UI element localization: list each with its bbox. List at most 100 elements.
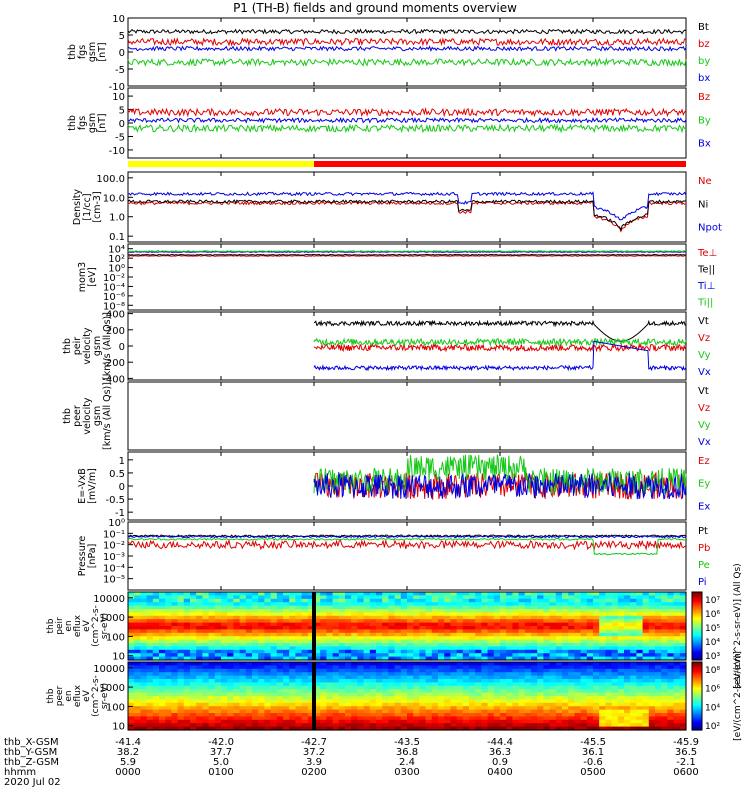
- spectrogram-cell: [431, 592, 439, 596]
- spectrogram-cell: [549, 609, 557, 613]
- spectrogram-cell: [636, 592, 644, 596]
- spectrogram-cell: [475, 646, 482, 651]
- spectrogram-cell: [338, 649, 346, 654]
- y-tick-label: -400: [102, 374, 125, 385]
- spectrogram-cell: [431, 692, 439, 697]
- spectrogram-cell: [252, 685, 259, 690]
- spectrogram-cell: [531, 592, 538, 596]
- spectrogram-cell: [524, 685, 532, 690]
- spectrogram-cell: [295, 709, 303, 714]
- spectrogram-cell: [407, 632, 414, 637]
- y-tick-label: 10⁻²: [103, 273, 125, 284]
- spectrogram-cell: [183, 622, 191, 627]
- spectrogram-cell: [462, 702, 470, 707]
- colorbar-step: [692, 610, 702, 613]
- spectrogram-cell: [469, 702, 476, 707]
- spectrogram-cell: [376, 709, 383, 714]
- spectrogram-cell: [338, 679, 346, 683]
- spectrogram-cell: [264, 619, 272, 624]
- spectrogram-cell: [413, 626, 420, 630]
- spectrogram-cell: [301, 615, 309, 620]
- spectrogram-cell: [456, 662, 464, 666]
- spectrogram-cell: [134, 689, 141, 694]
- spectrogram-cell: [450, 649, 458, 654]
- spectrogram-cell: [673, 702, 681, 707]
- y-axis-label: eV: [82, 619, 92, 632]
- spectrogram-cell: [469, 595, 476, 600]
- spectrogram-cell: [475, 649, 482, 654]
- spectrogram-cell: [183, 699, 191, 704]
- colorbar-frame: [691, 661, 703, 731]
- spectrogram-cell: [221, 719, 228, 724]
- spectrogram-cell: [382, 726, 389, 731]
- colorbar-step: [692, 607, 702, 610]
- spectrogram-cell: [549, 605, 557, 610]
- spectrogram-cell: [202, 622, 210, 627]
- spectrogram-cell: [506, 592, 513, 596]
- spectrogram-cell: [481, 685, 489, 690]
- spectrogram-cell: [177, 619, 185, 624]
- spectrogram-cell: [512, 702, 520, 707]
- spectrogram-cell: [363, 699, 371, 704]
- spectrogram-cell: [599, 692, 606, 697]
- spectrogram-cell: [332, 696, 340, 700]
- spectrogram-cell: [363, 675, 371, 680]
- spectrogram-cell: [289, 649, 296, 654]
- spectrogram-cell: [258, 619, 265, 624]
- spectrogram-cell: [438, 592, 445, 596]
- spectrogram-cell: [320, 602, 327, 607]
- spectrogram-cell: [196, 726, 203, 731]
- spectrogram-cell: [586, 675, 594, 680]
- spectrogram-cell: [208, 653, 216, 658]
- spectrogram-cell: [611, 699, 619, 704]
- spectrogram-cell: [276, 709, 284, 714]
- spectrogram-cell: [605, 692, 613, 697]
- spectrogram-cell: [338, 605, 346, 610]
- spectrogram-cell: [214, 609, 222, 613]
- spectrogram-cell: [524, 709, 532, 714]
- spectrogram-cell: [518, 662, 526, 666]
- spectrogram-cell: [661, 598, 668, 603]
- spectrogram-cell: [252, 668, 259, 673]
- spectrogram-cell: [593, 699, 600, 704]
- spectrogram-cell: [202, 726, 210, 731]
- spectrogram-cell: [134, 672, 141, 677]
- spectrogram-cell: [642, 656, 650, 661]
- spectrogram-cell: [214, 653, 222, 658]
- spectrogram-cell: [506, 675, 513, 680]
- spectrogram-cell: [382, 649, 389, 654]
- spectrogram-cell: [568, 706, 575, 711]
- spectrogram-cell: [376, 699, 383, 704]
- spectrogram-cell: [500, 626, 507, 630]
- spectrogram-cell: [475, 609, 482, 613]
- spectrogram-cell: [245, 626, 253, 630]
- spectrogram-cell: [549, 656, 557, 661]
- spectrogram-cell: [667, 719, 675, 724]
- panel-frame: [127, 381, 687, 451]
- spectrogram-cell: [469, 716, 476, 721]
- spectrogram-cell: [673, 592, 681, 596]
- colorbar-step: [692, 682, 702, 685]
- spectrogram-cell: [301, 598, 309, 603]
- spectrogram-cell: [593, 692, 600, 697]
- spectrogram-cell: [128, 719, 135, 724]
- spectrogram-cell: [500, 595, 507, 600]
- spectrogram-cell: [568, 668, 575, 673]
- spectrogram-cell: [648, 665, 656, 670]
- spectrogram-cell: [605, 598, 613, 603]
- spectrogram-cell: [159, 672, 166, 677]
- spectrogram-cell: [456, 646, 464, 651]
- spectrogram-cell: [382, 595, 389, 600]
- spectrogram-cell: [580, 609, 588, 613]
- y-tick-label: 10: [112, 92, 125, 103]
- spectrogram-cell: [531, 692, 538, 697]
- spectrogram-cell: [276, 685, 284, 690]
- spectrogram-cell: [462, 685, 470, 690]
- spectrogram-cell: [673, 595, 681, 600]
- spectrogram-cell: [196, 653, 203, 658]
- spectrogram-cell: [481, 656, 489, 661]
- spectrogram-cell: [493, 696, 501, 700]
- spectrogram-cell: [450, 662, 458, 666]
- spectrogram-cell: [568, 699, 575, 704]
- spectrogram-cell: [549, 716, 557, 721]
